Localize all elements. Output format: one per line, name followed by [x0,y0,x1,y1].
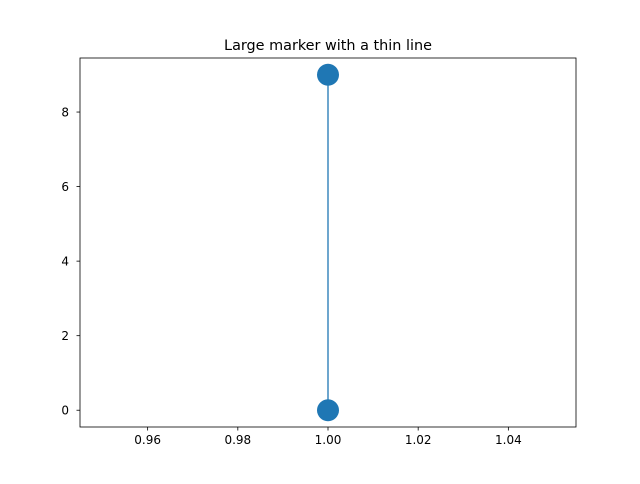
y-tick-label: 8 [61,105,69,119]
data-point-marker [317,399,339,422]
data-point-marker [317,63,339,86]
y-tick-label: 6 [61,180,69,194]
x-tick-label: 1.00 [315,433,342,447]
chart-title: Large marker with a thin line [224,38,432,54]
x-tick-label: 0.96 [134,433,161,447]
plot-area: 0.96 0.98 1.00 1.02 1.04 0 2 4 6 8 [61,57,577,447]
axes-frame [79,57,577,428]
y-tick-label: 4 [61,254,69,268]
x-tick-label: 1.02 [405,433,432,447]
y-tick-label: 0 [61,404,69,418]
x-tick-label: 1.04 [495,433,522,447]
x-tick-label: 0.98 [224,433,251,447]
y-tick-label: 2 [61,329,69,343]
